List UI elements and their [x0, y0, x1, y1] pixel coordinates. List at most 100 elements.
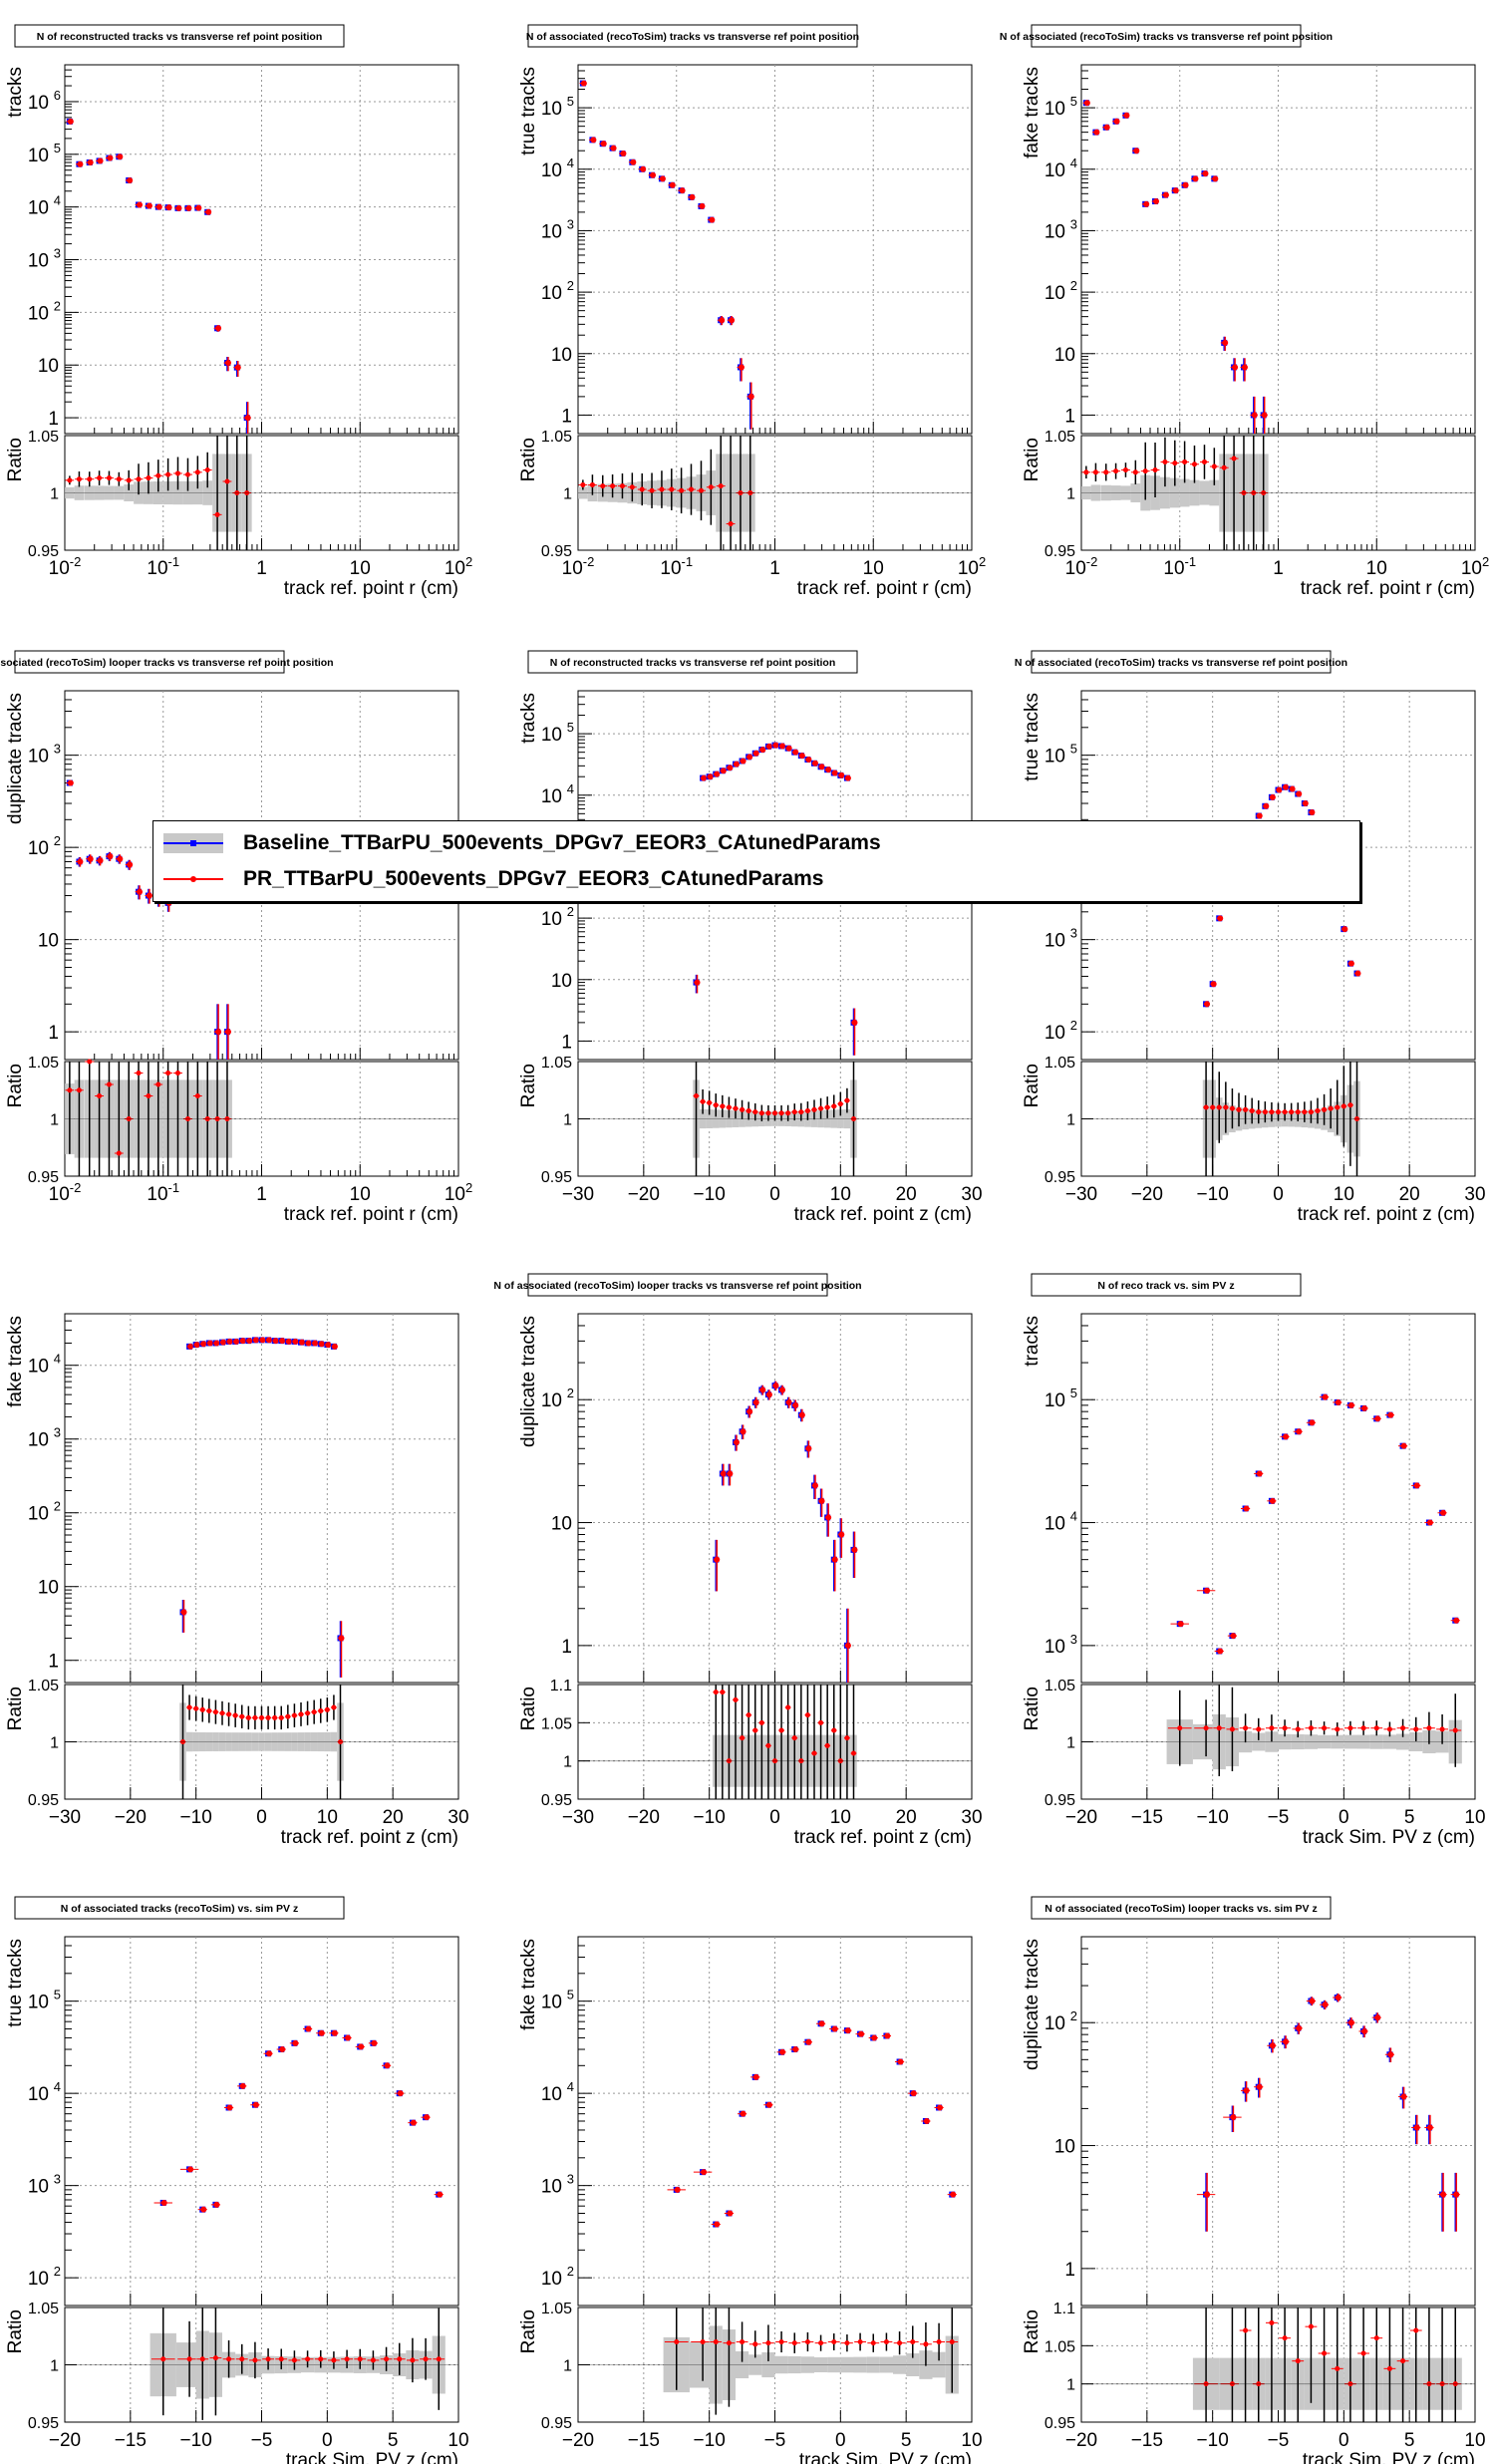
- pr-point: [1342, 926, 1348, 933]
- pr-point: [1222, 339, 1229, 346]
- ratio-point: [1177, 1725, 1183, 1731]
- x-tick-label: 1: [256, 558, 267, 579]
- ratio-point: [155, 1081, 161, 1087]
- ratio-point: [674, 2339, 680, 2344]
- ratio-tick-label: 0.95: [541, 1169, 572, 1186]
- ratio-point: [106, 1081, 112, 1087]
- ratio-band-bin: [1409, 1732, 1423, 1751]
- pr-point: [1123, 112, 1130, 119]
- ratio-point: [146, 1093, 151, 1098]
- title-box: [14, 24, 345, 48]
- y-tick-exponent: 4: [567, 2079, 574, 2094]
- ratio-tick-label: 1.05: [28, 1678, 59, 1694]
- ratio-point: [758, 1719, 764, 1725]
- ratio-point: [136, 476, 142, 482]
- pr-point: [701, 2169, 708, 2176]
- y-tick-label: 10: [28, 838, 49, 859]
- ratio-point: [1315, 1107, 1321, 1113]
- ratio-band-bin: [837, 1109, 844, 1128]
- ratio-point: [791, 2340, 797, 2346]
- pr-point: [331, 2029, 338, 2036]
- y-axis-label: true tracks: [518, 67, 539, 155]
- ratio-point: [1092, 469, 1098, 475]
- pr-point: [87, 855, 94, 862]
- ratio-point: [844, 1735, 850, 1741]
- ratio-tick-label: 1: [563, 486, 572, 503]
- y-tick-exponent: 5: [1070, 742, 1077, 757]
- legend-baseline-symbol: [163, 833, 223, 853]
- chart-title: N of reconstructed tracks vs transverse …: [550, 657, 836, 669]
- pr-point: [838, 1531, 845, 1538]
- ratio-point: [1452, 2381, 1458, 2387]
- ratio-point: [738, 490, 744, 495]
- y-tick-label: 10: [541, 2177, 562, 2198]
- x-tick-label: 5: [388, 2430, 399, 2451]
- pr-point: [87, 158, 94, 165]
- ratio-point: [1347, 1102, 1353, 1108]
- pr-point: [226, 1338, 233, 1345]
- pr-point: [792, 749, 799, 756]
- x-tick-label: −30: [562, 1807, 594, 1828]
- ratio-point: [1229, 1105, 1235, 1111]
- y-tick-label: 10: [1044, 1390, 1065, 1411]
- pr-point: [1296, 1428, 1303, 1435]
- ratio-point: [831, 1727, 837, 1733]
- ratio-point: [1261, 490, 1267, 495]
- pr-point: [1387, 1411, 1394, 1418]
- pr-point: [1283, 1433, 1290, 1440]
- ratio-band-bin: [65, 486, 75, 499]
- ratio-point: [67, 477, 73, 483]
- x-tick-label: −10: [1197, 1184, 1229, 1205]
- ratio-point: [1400, 1725, 1406, 1731]
- ratio-point: [1203, 1725, 1209, 1731]
- pr-point: [338, 1635, 345, 1642]
- pr-point: [1440, 1509, 1447, 1516]
- pr-point: [292, 2039, 299, 2046]
- pr-point: [772, 742, 779, 749]
- y-tick-label: 10: [28, 2269, 49, 2290]
- y-tick-label: 10: [28, 93, 49, 114]
- pr-point: [1283, 783, 1290, 790]
- ratio-point: [291, 1712, 297, 1718]
- pr-point: [1322, 2002, 1329, 2008]
- ratio-point: [212, 1709, 218, 1715]
- ratio-point: [726, 1758, 732, 1764]
- ratio-point: [1386, 2365, 1392, 2371]
- x-tick-label: 30: [961, 1184, 982, 1205]
- ratio-band-bin: [297, 1732, 305, 1751]
- ratio-point: [76, 1087, 82, 1093]
- y-tick-exponent: 4: [54, 193, 61, 208]
- y-tick-label: 10: [541, 2084, 562, 2105]
- ratio-point: [214, 1116, 220, 1121]
- pr-point: [234, 364, 241, 371]
- pr-point: [747, 393, 754, 400]
- panel-9: −20 −15 −10 −5 0 5 10 10 3 10 4 10 5 0.95 1 1.05 track S…: [1022, 1273, 1486, 1848]
- x-tick-label: 20: [896, 1807, 917, 1828]
- y-tick-label: 10: [551, 971, 572, 992]
- pr-point: [1217, 915, 1224, 922]
- y-tick-label: 1: [48, 409, 59, 430]
- ratio-point: [1243, 1106, 1249, 1112]
- x-tick-label: −10: [694, 1807, 726, 1828]
- ratio-point: [824, 1742, 830, 1748]
- pr-point: [729, 317, 736, 324]
- x-axis-label: track Sim. PV z (cm): [1303, 2450, 1475, 2464]
- y-axis-label: true tracks: [1022, 693, 1043, 781]
- ratio-band-bin: [748, 2354, 762, 2375]
- pr-point: [1283, 2038, 1290, 2045]
- ratio-point: [1360, 2350, 1366, 2356]
- pr-point: [1172, 187, 1179, 194]
- pr-point: [851, 1019, 858, 1026]
- ratio-point: [1229, 1726, 1235, 1732]
- x-axis-label: track ref. point r (cm): [284, 578, 458, 599]
- ratio-point: [1282, 2335, 1288, 2341]
- ratio-point: [370, 2357, 376, 2363]
- x-tick-exponent: 2: [979, 554, 986, 569]
- ratio-band-bin: [1278, 1733, 1292, 1750]
- ratio-point: [1216, 1725, 1222, 1731]
- ratio-point: [1426, 1725, 1432, 1731]
- ratio-axis-label: Ratio: [5, 2310, 26, 2353]
- ratio-band-bin: [251, 1732, 259, 1751]
- pr-point: [785, 745, 792, 752]
